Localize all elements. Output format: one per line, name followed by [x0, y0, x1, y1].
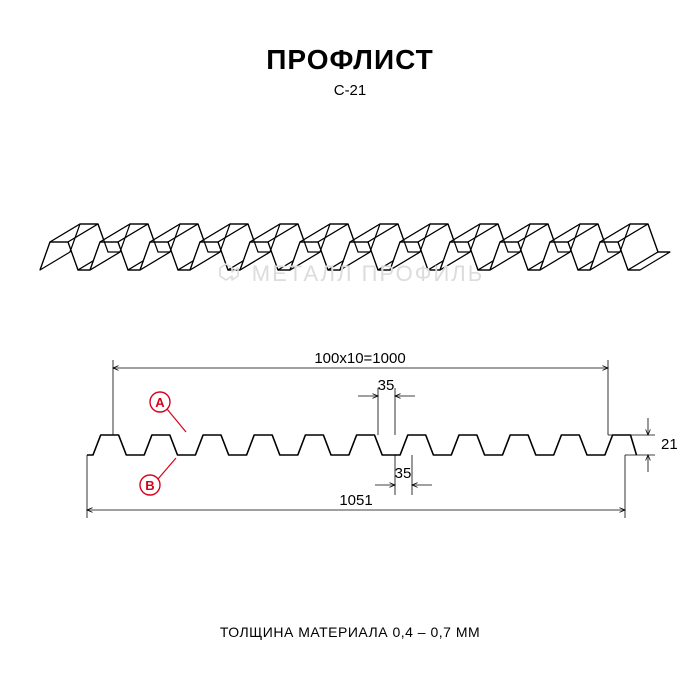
dim-top-span: 100х10=1000 [113, 350, 608, 435]
dim-top-flat: 35 [358, 377, 415, 435]
callout-a-label: A [155, 395, 165, 410]
dim-bottom-span-label: 1051 [339, 492, 372, 509]
dim-top-span-label: 100х10=1000 [314, 350, 405, 367]
dim-height-label: 21 [661, 436, 678, 453]
watermark: МЕТАЛЛ ПРОФИЛЬ [0, 260, 700, 290]
dim-top-flat-label: 35 [378, 377, 395, 394]
footer-note: ТОЛЩИНА МАТЕРИАЛА 0,4 – 0,7 ММ [0, 624, 700, 640]
callout-a: A [150, 392, 186, 432]
dim-bottom-flat-label: 35 [395, 465, 412, 482]
watermark-logo-icon [216, 260, 244, 290]
callout-b-label: B [145, 478, 154, 493]
page-title: ПРОФЛИСТ [0, 44, 700, 76]
page-subtitle: С-21 [0, 82, 700, 99]
dim-height: 21 [608, 418, 678, 472]
callout-b: B [140, 458, 176, 495]
dim-bottom-flat: 35 [375, 455, 432, 495]
cross-section-diagram: 100х10=1000 A B 35 [0, 340, 700, 540]
watermark-text: МЕТАЛЛ ПРОФИЛЬ [252, 261, 484, 286]
profile-cross-section [87, 435, 637, 455]
dim-bottom-span: 1051 [87, 455, 625, 518]
